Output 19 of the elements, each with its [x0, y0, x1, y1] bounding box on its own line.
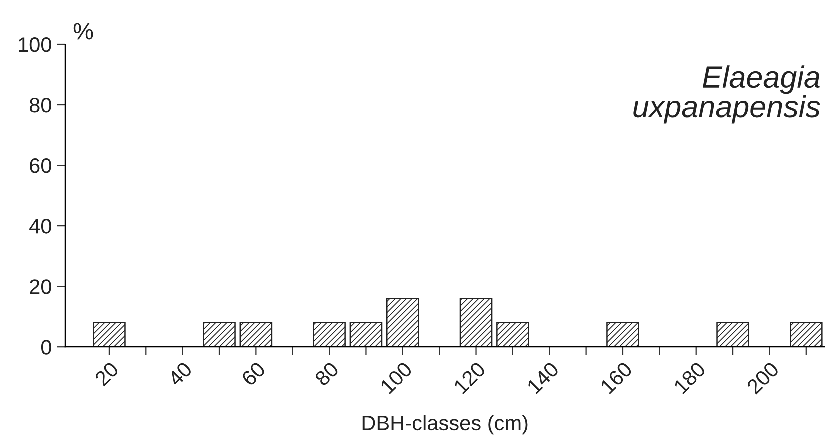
- x-tick-label: 40: [167, 361, 194, 388]
- x-tick-label: 120: [453, 361, 487, 395]
- x-tick-label: 20: [94, 361, 120, 387]
- y-tick-label: 60: [30, 158, 52, 174]
- x-tick-label: 60: [240, 361, 266, 387]
- y-tick-label: 0: [41, 340, 52, 355]
- x-tick-label: 100: [380, 361, 414, 395]
- y-tick-label: 20: [30, 280, 52, 294]
- x-tick-label: 180: [673, 361, 707, 395]
- y-axis-title: %: [74, 23, 94, 40]
- x-tick-label: 200: [746, 361, 780, 395]
- y-tick-label: 80: [30, 98, 52, 113]
- y-tick-label: 40: [30, 219, 52, 234]
- text: Elaeagia uxpanapensis: [634, 66, 820, 124]
- x-tick-label: 80: [314, 361, 340, 387]
- x-axis-title: DBH-classes (cm): [362, 415, 528, 435]
- x-tick-label: 160: [600, 361, 634, 395]
- y-tick-label: 100: [19, 38, 52, 52]
- x-tick-label: 140: [526, 361, 560, 395]
